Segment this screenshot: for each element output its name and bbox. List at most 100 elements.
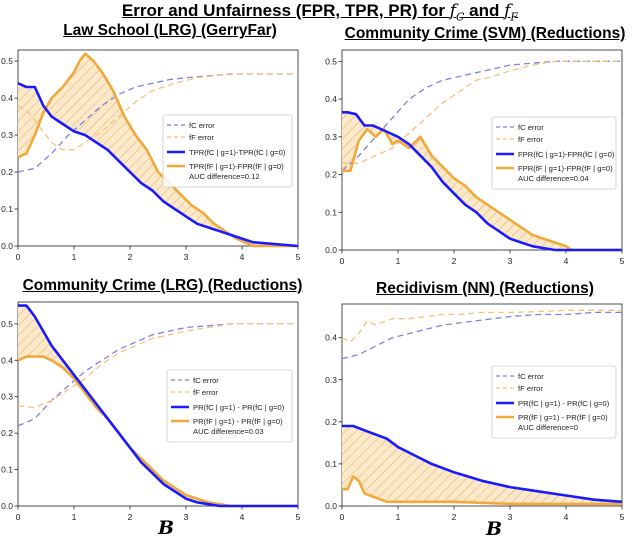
legend-box (491, 365, 617, 439)
x-tick-label: 1 (396, 512, 401, 522)
y-tick-label: 0.1 (325, 459, 337, 469)
legend-label-tpr-ff-g-1-fpr-ff-g-0: TPR(fF | g=1)-FPR(fF | g=0) (189, 162, 284, 171)
series-line-pr-fc-g-1-pr-fc-g-0 (18, 304, 298, 508)
y-tick-label: 0.0 (325, 501, 337, 511)
legend-label-ff-error: fF error (193, 388, 218, 397)
y-tick-label: 0.0 (1, 501, 13, 511)
y-tick-label: 0.3 (1, 392, 13, 402)
legend-box (162, 114, 293, 188)
x-tick-label: 2 (452, 256, 457, 266)
series-line-ff-error (341, 309, 622, 343)
chart-panel-community-crime-lrg: 0 1 2 3 4 5 0.0 0.1 0.2 0.3 0.4 0.5 fC error fF error… (0, 294, 312, 522)
y-tick-label: 0.5 (325, 56, 337, 66)
y-tick-label: 0.1 (1, 465, 13, 475)
legend-label-fpr-fc-g-1-fpr-fc-g-0: FPR(fC | g=1)-FPR(fC | g=0) (518, 150, 615, 159)
auc-difference-area (18, 53, 298, 247)
x-tick-label: 3 (184, 512, 189, 522)
x-tick-label: 2 (128, 512, 133, 522)
series-line-tpr-ff-g-1-fpr-ff-g-0 (17, 52, 298, 248)
panel-title-community-crime-lrg: Community Crime (LRG) (Reductions) (22, 277, 303, 294)
chart-recidivism: 0 1 2 3 4 5 0.0 0.1 0.2 0.3 0.4 fC error fF error PR(… (325, 303, 625, 522)
chart-panel-recidivism: 0 1 2 3 4 5 0.0 0.1 0.2 0.3 0.4 fC error fF error PR(… (320, 298, 636, 522)
x-tick-label: 0 (16, 512, 21, 522)
y-tick-label: 0.1 (1, 204, 13, 214)
series-line-pr-ff-g-1-pr-ff-g-0 (342, 475, 622, 506)
panel-title-community-crime-svm: Community Crime (SVM) (Reductions) (344, 25, 626, 42)
legend: fC error fF error FPR(fC | g=1)-FPR(fC | g… (491, 116, 617, 190)
legend-label-fc-error: fC error (518, 372, 544, 381)
x-tick-label: 4 (564, 512, 569, 522)
x-axis-variable-left: B (158, 517, 175, 539)
x-tick-label: 4 (564, 256, 569, 266)
legend-label-pr-ff-g-1-pr-ff-g-0: PR(fF | g=1) - PR(fF | g=0) (193, 417, 283, 426)
plot-frame (341, 303, 623, 507)
y-tick-label: 0.5 (1, 56, 13, 66)
legend-label-tpr-fc-g-1-tpr-fc-g-0: TPR(fC | g=1)-TPR(fC | g=0) (189, 148, 286, 157)
series-line-ff-error (17, 73, 298, 151)
panel-title-law-school: Law School (LRG) (GerryFar) (63, 22, 277, 39)
x-tick-label: 2 (128, 252, 133, 262)
series-line-fc-error (17, 323, 298, 427)
series-line-fpr-fc-g-1-fpr-fc-g-0 (342, 111, 622, 252)
legend-label-fc-error: fC error (189, 121, 215, 130)
x-tick-label: 1 (72, 512, 77, 522)
y-tick-label: 0.3 (325, 375, 337, 385)
chart-community-crime-svm: 0 1 2 3 4 5 0.0 0.1 0.2 0.3 0.4 0.5 fC error fF error… (325, 49, 625, 266)
legend-label-pr-ff-g-1-pr-ff-g-0: PR(fF | g=1) - PR(fF | g=0) (518, 413, 608, 422)
y-tick-label: 0.3 (1, 130, 13, 140)
figure-title-text: Error and Unfairness (FPR, TPR, PR) for (121, 1, 445, 20)
series-line-pr-fc-g-1-pr-fc-g-0 (342, 424, 623, 504)
x-tick-label: 1 (396, 256, 401, 266)
y-tick-label: 0.1 (325, 207, 337, 217)
legend: fC error fF error TPR(fC | g=1)-TPR(fC | g… (162, 114, 293, 188)
x-tick-label: 5 (620, 512, 625, 522)
auc-difference-label: AUC difference=0 (518, 423, 578, 432)
legend-box (491, 116, 617, 190)
y-tick-label: 0.4 (325, 333, 337, 343)
x-tick-label: 4 (240, 512, 245, 522)
legend-label-ff-error: fF error (518, 135, 543, 144)
chart-panel-law-school: 0 1 2 3 4 5 0.0 0.1 0.2 0.3 0.4 0.5 fC error fF error… (0, 40, 312, 278)
series-line-fc-error (341, 311, 622, 360)
figure-title-fc: fC (449, 1, 465, 24)
legend-label-fpr-ff-g-1-fpr-ff-g-0: FPR(fF | g=1)-FPR(fF | g=0) (518, 164, 613, 173)
legend: fC error fF error PR(fC | g=1) - PR(fC | g… (166, 369, 293, 443)
auc-difference-label: AUC difference=0.04 (518, 174, 589, 183)
y-tick-label: 0.4 (325, 94, 337, 104)
x-tick-label: 0 (340, 512, 345, 522)
series-line-fpr-ff-g-1-fpr-ff-g-0 (342, 127, 622, 252)
panel-title-recidivism: Recidivism (NN) (Reductions) (376, 280, 594, 297)
y-tick-label: 0.4 (1, 93, 13, 103)
y-tick-label: 0.3 (325, 132, 337, 142)
series-line-ff-error (17, 323, 298, 409)
series-line-tpr-fc-g-1-tpr-fc-g-0 (17, 82, 299, 248)
legend-label-pr-fc-g-1-pr-fc-g-0: PR(fC | g=1) - PR(fC | g=0) (518, 399, 610, 408)
y-tick-label: 0.2 (1, 167, 13, 177)
legend-label-fc-error: fC error (193, 376, 219, 385)
x-tick-label: 5 (296, 512, 301, 522)
y-tick-label: 0.2 (1, 428, 13, 438)
y-tick-label: 0.4 (1, 355, 13, 365)
y-tick-label: 0.5 (1, 319, 13, 329)
y-tick-label: 0.2 (325, 170, 337, 180)
legend: fC error fF error PR(fC | g=1) - PR(fC | g… (491, 365, 617, 439)
figure-title-and: and (469, 1, 500, 20)
x-tick-label: 2 (452, 512, 457, 522)
x-axis-variable-right: B (486, 518, 503, 540)
x-tick-label: 4 (240, 252, 245, 262)
chart-law-school: 0 1 2 3 4 5 0.0 0.1 0.2 0.3 0.4 0.5 fC error fF error… (1, 49, 301, 262)
auc-difference-label: AUC difference=0.12 (189, 172, 260, 181)
x-tick-label: 3 (508, 512, 513, 522)
x-tick-label: 1 (72, 252, 77, 262)
auc-difference-area (342, 426, 622, 504)
legend-label-pr-fc-g-1-pr-fc-g-0: PR(fC | g=1) - PR(fC | g=0) (193, 403, 285, 412)
x-tick-label: 3 (184, 252, 189, 262)
series-line-ff-error (342, 60, 622, 164)
chart-panel-community-crime-svm: 0 1 2 3 4 5 0.0 0.1 0.2 0.3 0.4 0.5 fC error fF error… (320, 42, 636, 278)
auc-difference-label: AUC difference=0.03 (193, 427, 264, 436)
figure-title: Error and Unfairness (FPR, TPR, PR) for … (0, 1, 640, 23)
x-tick-label: 5 (620, 256, 625, 266)
plot-frame (17, 301, 299, 507)
x-tick-label: 5 (296, 252, 301, 262)
x-tick-label: 0 (16, 252, 21, 262)
